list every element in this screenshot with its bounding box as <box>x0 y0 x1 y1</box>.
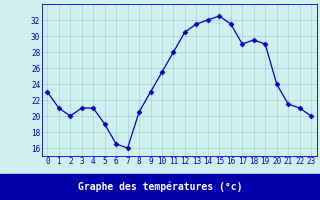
Text: Graphe des températures (°c): Graphe des températures (°c) <box>78 182 242 192</box>
